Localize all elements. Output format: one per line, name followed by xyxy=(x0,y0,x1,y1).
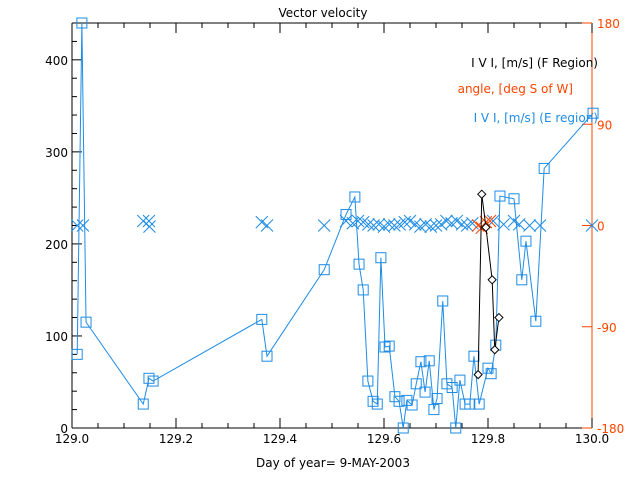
f-region-line xyxy=(477,194,500,375)
x-point xyxy=(523,219,536,232)
diamond-point xyxy=(481,222,491,233)
diamond-point xyxy=(473,369,483,380)
x-axis-label: Day of year= 9-MAY-2003 xyxy=(256,456,410,470)
square-point xyxy=(538,162,550,174)
x-point xyxy=(70,219,84,232)
y2-tick-label: 0 xyxy=(597,220,605,234)
x-tick-label: 129.8 xyxy=(471,432,505,446)
x-tick-label: 130.0 xyxy=(575,432,609,446)
square-point xyxy=(406,399,418,411)
square-point xyxy=(71,348,83,360)
square-point xyxy=(516,274,528,286)
diamond-point xyxy=(494,312,504,323)
x-tick-label: 129.2 xyxy=(159,432,193,446)
e-region-line xyxy=(76,22,594,429)
x-tick-label: 129.6 xyxy=(367,432,401,446)
x-point xyxy=(142,214,156,228)
x-point xyxy=(143,220,156,233)
x-point xyxy=(398,215,412,229)
x-point xyxy=(533,219,547,232)
y2-tick-label: -90 xyxy=(597,321,617,335)
square-point xyxy=(371,398,383,410)
square-point xyxy=(464,398,476,410)
square-point xyxy=(508,193,520,205)
y2-tick-label: 180 xyxy=(597,17,620,31)
x-point xyxy=(408,218,422,231)
legend-f-region: I V I, [m/s] (F Region) xyxy=(471,56,598,70)
x-point xyxy=(367,219,380,232)
square-point xyxy=(485,368,497,380)
square-point xyxy=(482,362,494,374)
x-point xyxy=(377,220,391,233)
chart-title: Vector velocity xyxy=(279,6,368,20)
square-point xyxy=(450,422,462,434)
square-point xyxy=(446,382,458,393)
square-point xyxy=(367,395,379,407)
square-point xyxy=(379,341,391,353)
square-point xyxy=(357,284,369,296)
square-point xyxy=(454,374,466,386)
square-point xyxy=(137,398,149,410)
square-point xyxy=(147,375,159,387)
square-point xyxy=(261,350,273,362)
x-point xyxy=(317,219,331,232)
x-point xyxy=(419,218,432,231)
x-point xyxy=(512,218,526,231)
square-point xyxy=(76,17,88,29)
diamond-point xyxy=(490,345,500,355)
y2-tick-label: -180 xyxy=(597,422,624,436)
x-point xyxy=(445,216,458,230)
square-point xyxy=(419,386,431,398)
square-point xyxy=(375,252,387,264)
square-point xyxy=(80,316,92,328)
y-tick-label: 100 xyxy=(45,330,68,344)
x-point xyxy=(362,218,375,231)
square-point xyxy=(397,422,409,434)
square-point xyxy=(428,404,440,416)
x-point xyxy=(471,219,485,232)
square-point xyxy=(383,340,395,352)
y-tick-label: 300 xyxy=(45,146,68,160)
x-tick-label: 129.4 xyxy=(263,432,297,446)
square-point xyxy=(494,190,506,202)
legend-e-region: I V I, [m/s] (E region) xyxy=(474,111,598,125)
square-point xyxy=(530,315,542,327)
square-point xyxy=(349,191,361,203)
square-point xyxy=(353,258,365,270)
square-point xyxy=(340,208,352,220)
x-point xyxy=(440,214,453,228)
x-point xyxy=(585,219,599,232)
x-point xyxy=(479,215,493,229)
y-tick-label: 200 xyxy=(45,238,68,252)
x-point xyxy=(382,218,396,231)
square-point xyxy=(520,235,532,247)
square-point xyxy=(423,355,435,367)
diamond-point xyxy=(487,275,497,285)
square-point xyxy=(473,398,485,410)
square-point xyxy=(415,356,427,368)
y-tick-label: 0 xyxy=(60,422,68,436)
square-point xyxy=(437,295,449,307)
square-point xyxy=(256,313,268,325)
square-point xyxy=(587,107,599,119)
square-point xyxy=(362,375,374,387)
square-point xyxy=(318,264,330,276)
x-tick-label: 129.0 xyxy=(55,432,89,446)
x-point xyxy=(351,214,365,228)
square-point xyxy=(393,395,405,407)
x-point xyxy=(388,219,401,232)
y2-tick-label: 90 xyxy=(597,118,612,132)
diamond-point xyxy=(477,189,487,199)
x-point xyxy=(429,219,443,232)
square-point xyxy=(431,393,443,405)
legend-angle: angle, [deg S of W] xyxy=(458,82,573,96)
x-point xyxy=(424,220,438,233)
x-point xyxy=(455,218,469,231)
x-point xyxy=(260,219,274,232)
square-point xyxy=(410,378,422,390)
square-point xyxy=(143,372,155,384)
y-tick-label: 400 xyxy=(45,54,68,68)
